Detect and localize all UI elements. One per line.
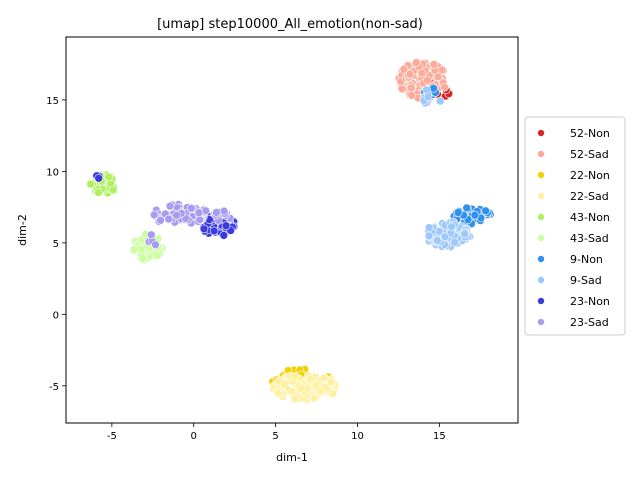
point-23-non <box>221 221 231 230</box>
point-9-sad <box>435 96 445 106</box>
x-tick-label: 10 <box>351 431 364 442</box>
point-9-sad <box>447 222 456 232</box>
point-9-sad <box>460 229 470 239</box>
legend: 52-Non 52-Sad 22-Non 22-Sad 43-Non 43-Sad 9-No… <box>524 116 626 336</box>
point-43-non <box>108 185 118 195</box>
point-9-sad <box>450 237 460 247</box>
x-tick-label: -5 <box>107 431 117 442</box>
x-tick-label: 5 <box>272 431 278 442</box>
y-tick-label: -5 <box>49 382 59 393</box>
point-23-sad <box>212 208 221 217</box>
point-52-sad <box>440 82 449 92</box>
point-23-sad <box>194 208 204 217</box>
point-52-sad <box>405 69 415 79</box>
legend-label: 43-Sad <box>570 232 609 245</box>
point-9-sad <box>423 92 433 101</box>
point-9-sad <box>424 223 434 232</box>
point-23-sad <box>151 240 160 250</box>
point-23-sad <box>219 206 229 216</box>
point-9-non <box>462 203 472 213</box>
point-23-non <box>199 224 209 234</box>
point-9-sad <box>440 232 450 242</box>
point-23-non <box>94 174 103 183</box>
point-23-sad <box>164 214 173 224</box>
legend-label: 23-Non <box>570 295 610 308</box>
legend-marker <box>537 150 545 158</box>
point-43-non <box>94 188 103 197</box>
legend-marker <box>537 276 545 284</box>
y-tick-label: 10 <box>46 167 59 178</box>
point-22-sad <box>280 380 289 389</box>
point-52-sad <box>407 91 417 100</box>
legend-marker <box>537 213 545 221</box>
chart-title: [umap] step10000_All_emotion(non-sad) <box>157 17 423 32</box>
legend-label: 9-Sad <box>570 274 602 287</box>
point-43-sad <box>152 251 162 260</box>
point-23-non <box>209 226 219 236</box>
y-axis-ticks: -5 0 5 10 15 <box>46 96 66 393</box>
legend-marker <box>537 318 545 326</box>
point-22-sad <box>290 394 300 404</box>
point-52-sad <box>417 68 427 78</box>
legend-marker <box>537 255 545 263</box>
point-23-sad <box>186 203 196 213</box>
point-52-sad <box>429 60 439 69</box>
legend-marker <box>537 192 545 200</box>
legend-label: 22-Non <box>570 169 610 182</box>
point-22-sad <box>326 377 336 387</box>
y-axis-label: dim-2 <box>16 214 29 246</box>
point-43-non <box>86 179 95 189</box>
y-tick-label: 5 <box>53 239 59 250</box>
point-23-sad <box>149 210 159 220</box>
point-22-sad <box>306 375 316 384</box>
point-22-sad <box>290 372 300 381</box>
point-23-sad <box>165 201 175 211</box>
legend-label: 52-Non <box>570 127 610 140</box>
point-23-sad <box>172 211 181 220</box>
point-22-sad <box>316 386 325 396</box>
legend-marker <box>537 297 545 305</box>
point-22-sad <box>274 389 283 398</box>
x-tick-label: 0 <box>191 431 197 442</box>
legend-marker <box>537 234 545 242</box>
point-52-sad <box>411 58 421 67</box>
legend-label: 43-Non <box>570 211 610 224</box>
y-tick-label: 0 <box>53 310 59 321</box>
point-9-non <box>470 210 480 220</box>
legend-label: 52-Sad <box>570 148 609 161</box>
y-tick-label: 15 <box>46 96 59 107</box>
point-23-non <box>219 231 229 240</box>
point-9-sad <box>433 236 442 245</box>
plot-frame <box>65 36 519 424</box>
legend-label: 9-Non <box>570 253 603 266</box>
point-52-sad <box>399 64 409 74</box>
x-axis-label: dim-1 <box>276 451 308 464</box>
legend-label: 23-Sad <box>570 316 609 329</box>
point-22-sad <box>319 373 329 383</box>
point-22-sad <box>296 384 306 393</box>
point-9-non <box>481 206 490 216</box>
point-9-non <box>453 208 463 217</box>
point-43-sad <box>136 244 146 254</box>
legend-frame <box>524 116 626 336</box>
scatter-points <box>86 58 495 404</box>
point-52-sad <box>433 72 443 82</box>
point-43-non <box>104 172 113 182</box>
point-22-sad <box>287 386 296 396</box>
x-tick-label: 15 <box>433 431 446 442</box>
point-52-sad <box>423 76 432 85</box>
point-22-sad <box>309 393 319 403</box>
point-43-sad <box>138 254 147 263</box>
point-52-sad <box>406 83 416 92</box>
legend-label: 22-Sad <box>570 190 609 203</box>
point-23-sad <box>147 230 156 240</box>
point-52-sad <box>397 84 407 94</box>
point-22-sad <box>311 380 321 390</box>
legend-marker <box>537 129 545 137</box>
point-9-sad <box>424 231 434 241</box>
x-axis-ticks: -5 0 5 10 15 <box>107 423 446 442</box>
legend-marker <box>537 171 545 179</box>
